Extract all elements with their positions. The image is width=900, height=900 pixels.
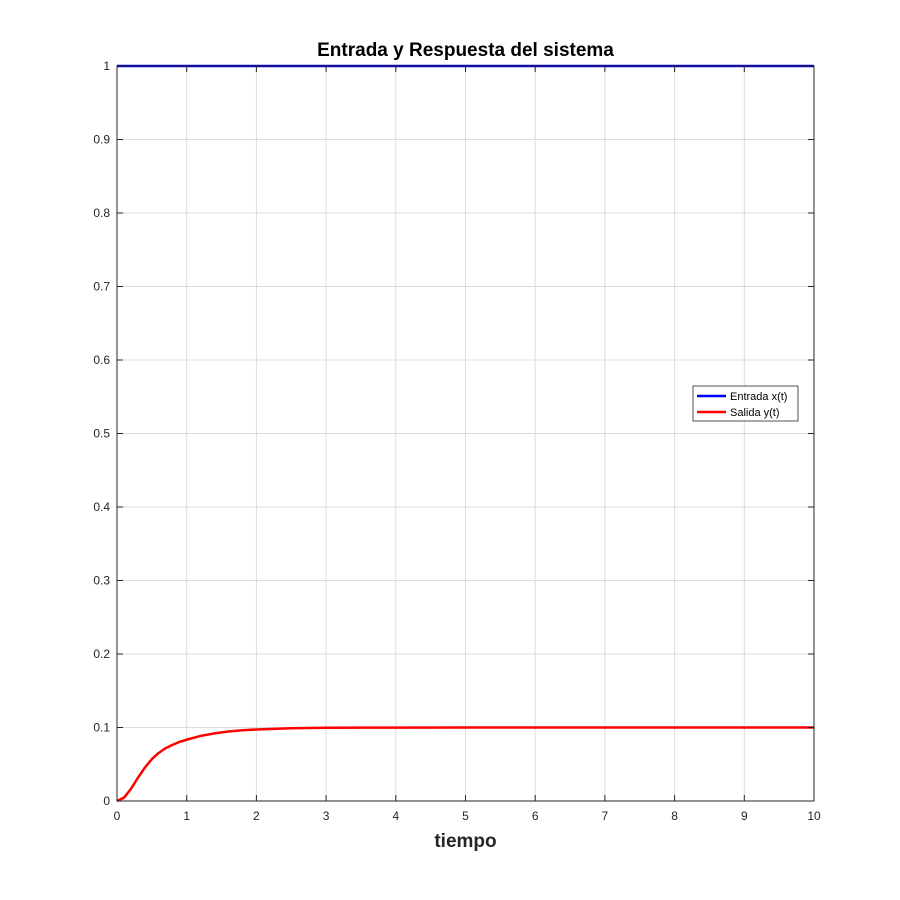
tick-marks	[116, 65, 815, 802]
legend-label-salida: Salida y(t)	[730, 407, 780, 419]
y-tick-label: 0.2	[93, 647, 110, 661]
y-tick-label: 0	[103, 794, 110, 808]
x-tick-label: 10	[807, 809, 821, 823]
x-tick-label: 7	[602, 809, 609, 823]
x-tick-label: 0	[114, 809, 121, 823]
series-line-salida	[116, 726, 814, 803]
x-tick-label: 2	[253, 809, 260, 823]
x-axis-label: tiempo	[434, 831, 496, 852]
legend-box	[692, 385, 799, 422]
legend-label-entrada: Entrada x(t)	[730, 391, 787, 403]
x-tick-label: 9	[741, 809, 748, 823]
y-tick-label: 0.5	[93, 427, 110, 441]
y-tick-label: 0.8	[93, 206, 110, 220]
x-tick-label: 3	[323, 809, 330, 823]
x-tick-labels: 0 1 2 3 4 5 6 7 8 9 10	[114, 809, 821, 823]
x-tick-label: 6	[532, 809, 539, 823]
x-tick-label: 4	[392, 809, 399, 823]
x-tick-label: 8	[671, 809, 678, 823]
x-tick-label: 1	[183, 809, 190, 823]
y-tick-labels: 0 0.1 0.2 0.3 0.4 0.5 0.6 0.7 0.8 0.9 1	[93, 59, 110, 808]
y-tick-label: 0.3	[93, 574, 110, 588]
y-tick-label: 0.6	[93, 353, 110, 367]
chart-title: Entrada y Respuesta del sistema	[317, 40, 614, 61]
y-tick-label: 0.1	[93, 721, 110, 735]
y-tick-label: 0.9	[93, 133, 110, 147]
x-tick-label: 5	[462, 809, 469, 823]
legend: Entrada x(t) Salida y(t)	[692, 385, 799, 422]
y-tick-label: 0.7	[93, 280, 110, 294]
y-tick-label: 1	[103, 59, 110, 73]
y-tick-label: 0.4	[93, 500, 110, 514]
